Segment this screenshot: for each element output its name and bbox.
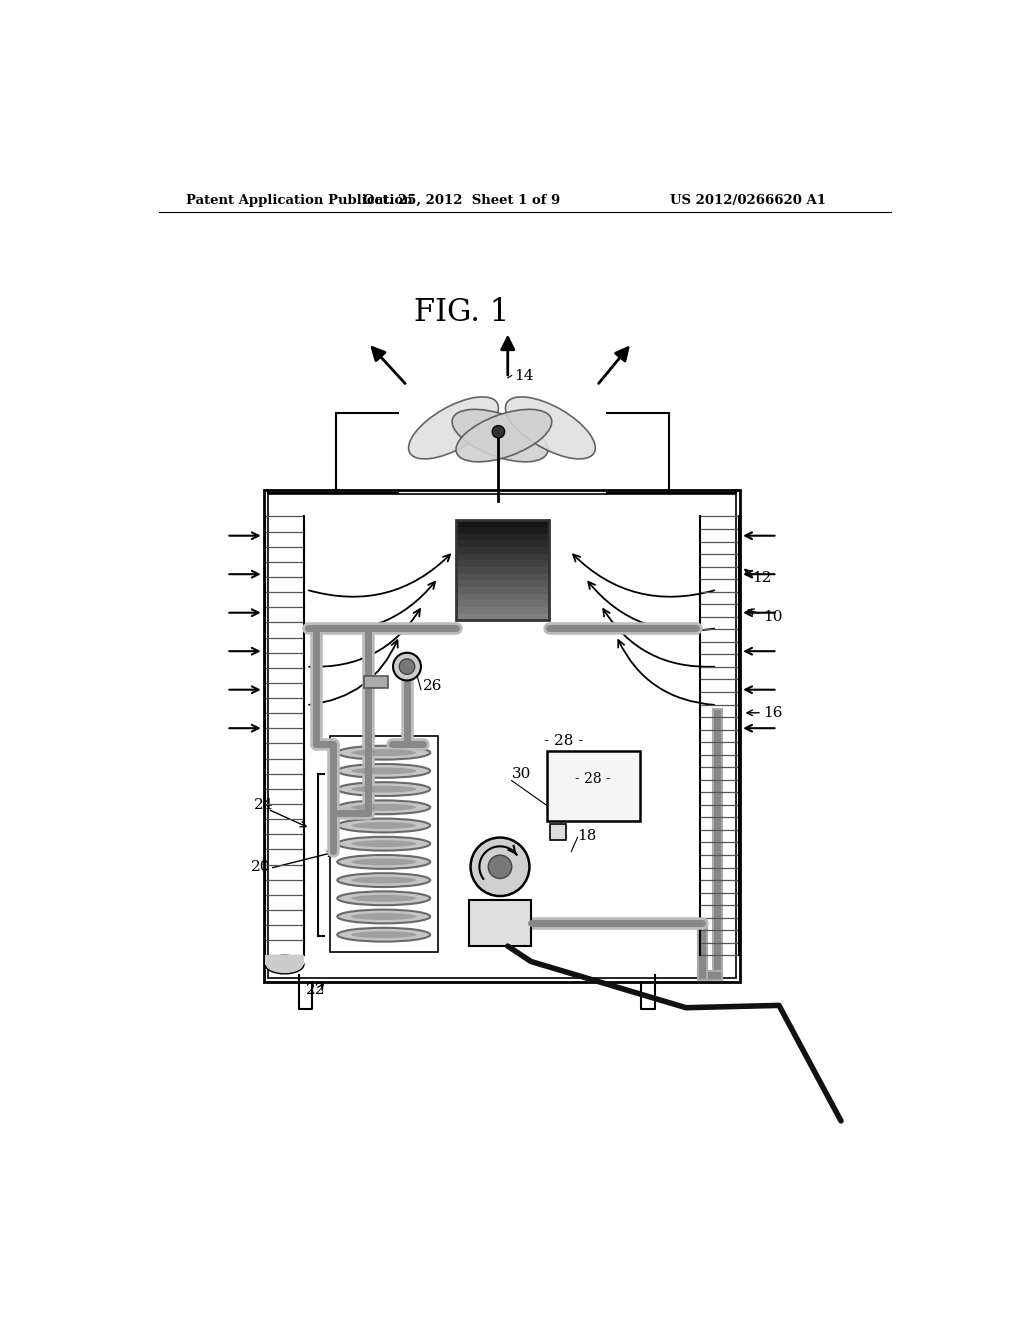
- Bar: [330, 737, 438, 952]
- Bar: [456, 581, 549, 587]
- Text: 22: 22: [306, 983, 326, 997]
- Ellipse shape: [351, 841, 417, 847]
- Bar: [456, 568, 549, 574]
- Circle shape: [471, 837, 529, 896]
- Ellipse shape: [337, 873, 430, 887]
- Ellipse shape: [351, 767, 417, 775]
- Ellipse shape: [265, 956, 304, 974]
- Ellipse shape: [409, 397, 499, 459]
- Ellipse shape: [351, 750, 417, 756]
- Ellipse shape: [351, 876, 417, 883]
- Bar: [456, 533, 549, 540]
- Text: 30: 30: [512, 767, 531, 781]
- Bar: [456, 574, 549, 581]
- Circle shape: [393, 653, 421, 681]
- Ellipse shape: [351, 804, 417, 810]
- Ellipse shape: [337, 928, 430, 941]
- Ellipse shape: [351, 822, 417, 829]
- Bar: [456, 540, 549, 546]
- Text: 20: 20: [251, 859, 270, 874]
- Ellipse shape: [351, 858, 417, 866]
- Ellipse shape: [337, 909, 430, 924]
- Bar: [456, 527, 549, 533]
- Bar: [263, 490, 740, 982]
- Bar: [456, 546, 549, 553]
- Text: - 28 -: - 28 -: [544, 734, 584, 748]
- Ellipse shape: [456, 409, 552, 462]
- Bar: [268, 494, 735, 978]
- Bar: [456, 560, 549, 568]
- Bar: [365, 676, 388, 688]
- Text: 18: 18: [578, 829, 597, 843]
- Bar: [456, 587, 549, 594]
- Bar: [456, 614, 549, 620]
- Ellipse shape: [337, 800, 430, 814]
- Bar: [547, 751, 640, 821]
- Circle shape: [493, 425, 505, 438]
- Bar: [456, 601, 549, 607]
- Bar: [550, 825, 566, 840]
- Text: Patent Application Publication: Patent Application Publication: [186, 194, 413, 207]
- Text: 10: 10: [764, 610, 783, 623]
- Bar: [469, 900, 531, 946]
- Text: US 2012/0266620 A1: US 2012/0266620 A1: [671, 194, 826, 207]
- Ellipse shape: [351, 931, 417, 939]
- Ellipse shape: [337, 818, 430, 833]
- Ellipse shape: [351, 785, 417, 792]
- Ellipse shape: [351, 895, 417, 902]
- Ellipse shape: [453, 409, 548, 462]
- Bar: [456, 520, 549, 620]
- Text: - 28 -: - 28 -: [575, 772, 611, 785]
- Bar: [265, 956, 304, 965]
- Text: 24: 24: [254, 799, 273, 812]
- Text: Oct. 25, 2012  Sheet 1 of 9: Oct. 25, 2012 Sheet 1 of 9: [362, 194, 560, 207]
- Ellipse shape: [351, 913, 417, 920]
- Circle shape: [488, 855, 512, 879]
- Bar: [456, 607, 549, 614]
- Ellipse shape: [337, 764, 430, 777]
- Ellipse shape: [337, 855, 430, 869]
- Text: 12: 12: [752, 572, 771, 585]
- Ellipse shape: [337, 746, 430, 759]
- Bar: [456, 594, 549, 601]
- Ellipse shape: [506, 397, 595, 459]
- Ellipse shape: [337, 891, 430, 906]
- Text: 16: 16: [764, 706, 783, 719]
- Circle shape: [399, 659, 415, 675]
- Text: FIG. 1: FIG. 1: [414, 297, 509, 327]
- Bar: [456, 520, 549, 527]
- Text: 14: 14: [514, 368, 534, 383]
- Ellipse shape: [337, 783, 430, 796]
- Ellipse shape: [337, 837, 430, 850]
- Bar: [456, 553, 549, 560]
- Text: 26: 26: [423, 678, 442, 693]
